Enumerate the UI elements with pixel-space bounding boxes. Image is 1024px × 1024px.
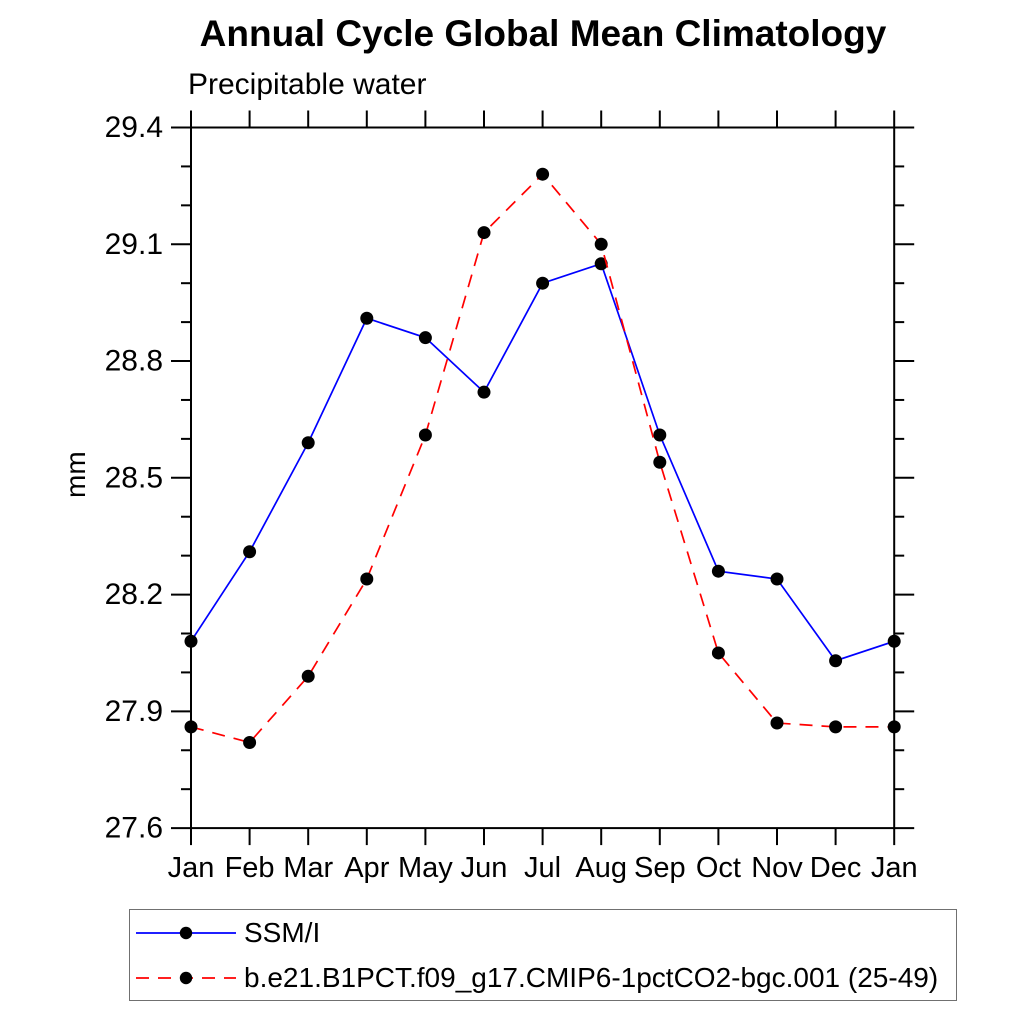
data-point-marker <box>301 436 315 450</box>
data-point-marker <box>243 545 257 559</box>
data-point-marker <box>594 237 608 251</box>
legend-key-dashed-line <box>136 971 236 984</box>
series-line-model <box>190 172 895 744</box>
chart-title: Annual Cycle Global Mean Climatology <box>199 13 887 54</box>
data-point-marker <box>536 167 550 181</box>
data-point-marker <box>184 634 198 648</box>
data-point-marker <box>477 226 491 240</box>
chart-subtitle: Precipitable water <box>188 68 427 101</box>
data-point-marker <box>418 331 432 345</box>
data-point-marker <box>243 735 257 749</box>
x-tick-label: Mar <box>283 852 333 884</box>
x-tick-label: Jan <box>168 852 215 884</box>
data-point-marker <box>770 716 784 730</box>
data-point-marker <box>360 311 374 325</box>
data-point-marker <box>887 634 901 648</box>
y-tick-label: 28.2 <box>105 578 163 611</box>
y-tick-label: 28.8 <box>105 345 163 378</box>
x-tick-label: May <box>398 852 453 884</box>
y-tick-label: 29.4 <box>105 111 163 144</box>
legend-label-ssmi: SSM/I <box>244 916 321 948</box>
data-point-marker <box>770 572 784 586</box>
x-tick-label: Feb <box>225 852 275 884</box>
y-tick-label: 29.1 <box>105 228 163 261</box>
data-point-marker <box>653 428 667 442</box>
legend-key-solid-line <box>136 926 236 939</box>
data-point-marker <box>829 720 843 734</box>
data-point-marker <box>711 646 725 660</box>
series-line-ssmi <box>190 262 895 662</box>
data-point-marker <box>184 720 198 734</box>
data-point-marker <box>360 572 374 586</box>
x-tick-label: Nov <box>751 852 803 884</box>
legend: SSM/I b.e21.B1PCT.f09_g17.CMIP6-1pctCO2-… <box>129 909 957 1001</box>
data-point-marker <box>887 720 901 734</box>
x-tick-label: Aug <box>575 852 627 884</box>
data-point-marker <box>477 385 491 399</box>
legend-label-model: b.e21.B1PCT.f09_g17.CMIP6-1pctCO2-bgc.00… <box>244 961 939 993</box>
data-point-marker <box>301 669 315 683</box>
y-tick-label: 28.5 <box>105 461 163 494</box>
x-tick-label: Jun <box>461 852 508 884</box>
data-point-marker <box>418 428 432 442</box>
y-tick-label: 27.9 <box>105 695 163 728</box>
x-tick-label: Jan <box>871 852 918 884</box>
x-tick-label: Oct <box>696 852 741 884</box>
x-tick-label: Apr <box>344 852 389 884</box>
x-tick-label: Jul <box>524 852 561 884</box>
x-tick-label: Sep <box>634 852 686 884</box>
data-point-marker <box>536 276 550 290</box>
data-point-marker <box>711 564 725 578</box>
legend-item-ssmi: SSM/I <box>133 910 956 955</box>
data-point-marker <box>653 455 667 469</box>
x-tick-label: Dec <box>810 852 862 884</box>
legend-item-model: b.e21.B1PCT.f09_g17.CMIP6-1pctCO2-bgc.00… <box>133 955 956 1000</box>
data-point-marker <box>829 654 843 668</box>
y-tick-label: 27.6 <box>105 812 163 845</box>
data-point-marker <box>594 257 608 271</box>
